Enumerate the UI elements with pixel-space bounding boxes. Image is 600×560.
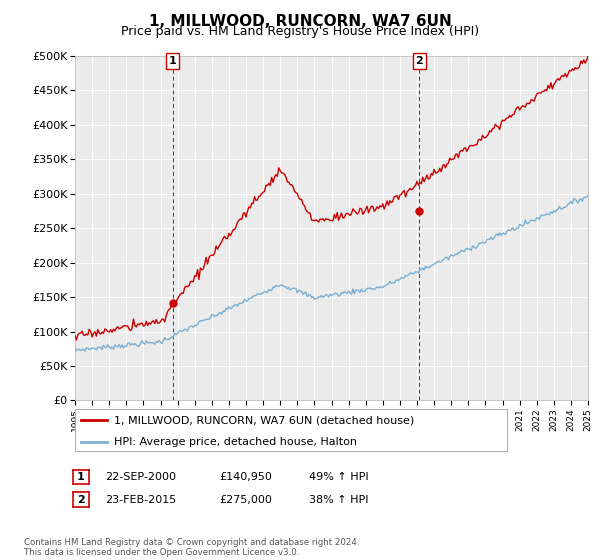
Text: Contains HM Land Registry data © Crown copyright and database right 2024.
This d: Contains HM Land Registry data © Crown c…: [24, 538, 359, 557]
Text: £275,000: £275,000: [219, 494, 272, 505]
Text: HPI: Average price, detached house, Halton: HPI: Average price, detached house, Halt…: [114, 437, 357, 446]
Text: £140,950: £140,950: [219, 472, 272, 482]
Text: 23-FEB-2015: 23-FEB-2015: [105, 494, 176, 505]
Text: 38% ↑ HPI: 38% ↑ HPI: [309, 494, 368, 505]
Text: 49% ↑ HPI: 49% ↑ HPI: [309, 472, 368, 482]
Text: 1: 1: [169, 56, 176, 66]
Text: 2: 2: [77, 494, 85, 505]
Text: 1, MILLWOOD, RUNCORN, WA7 6UN: 1, MILLWOOD, RUNCORN, WA7 6UN: [149, 14, 451, 29]
Text: 2: 2: [416, 56, 423, 66]
Text: 22-SEP-2000: 22-SEP-2000: [105, 472, 176, 482]
Text: 1, MILLWOOD, RUNCORN, WA7 6UN (detached house): 1, MILLWOOD, RUNCORN, WA7 6UN (detached …: [114, 415, 414, 425]
Text: 1: 1: [77, 472, 85, 482]
Text: Price paid vs. HM Land Registry's House Price Index (HPI): Price paid vs. HM Land Registry's House …: [121, 25, 479, 38]
